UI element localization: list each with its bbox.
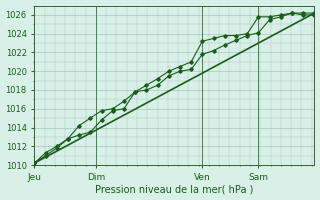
- X-axis label: Pression niveau de la mer( hPa ): Pression niveau de la mer( hPa ): [95, 184, 253, 194]
